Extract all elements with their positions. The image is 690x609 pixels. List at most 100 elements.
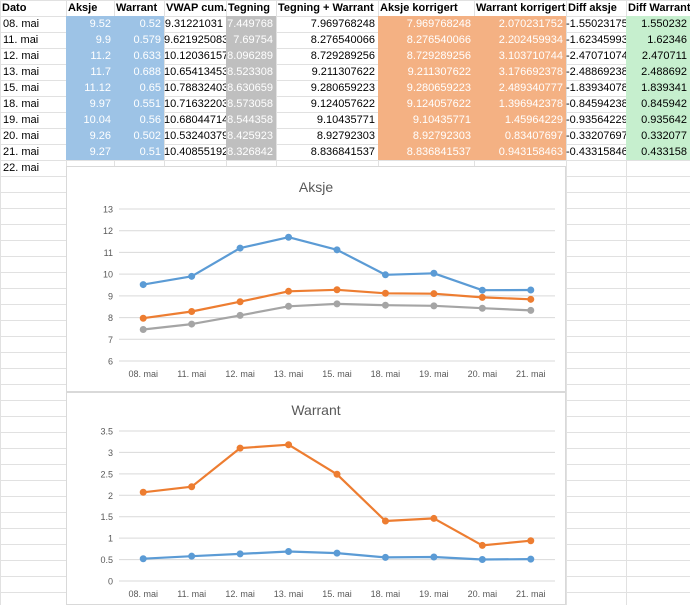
- table-cell[interactable]: 7.449768: [226, 16, 276, 32]
- table-cell[interactable]: 3.176692378: [474, 64, 566, 80]
- table-cell[interactable]: 1.839341: [626, 80, 690, 96]
- table-cell[interactable]: 3.103710744: [474, 48, 566, 64]
- table-cell[interactable]: 0.579: [114, 32, 164, 48]
- table-cell[interactable]: 8.729289256: [310, 50, 375, 62]
- table-cell[interactable]: -2.47071074: [566, 50, 626, 62]
- table-cell[interactable]: 9.621925083: [164, 34, 226, 46]
- table-cell[interactable]: 0.56: [114, 112, 164, 128]
- table-cell[interactable]: 0.65: [114, 80, 164, 96]
- table-cell[interactable]: 11.12: [66, 80, 114, 96]
- header-cell[interactable]: VWAP cum.: [166, 2, 226, 14]
- table-cell[interactable]: 20. mai: [3, 130, 40, 142]
- table-cell[interactable]: 10.12036157: [164, 50, 226, 62]
- table-cell[interactable]: 9.211307622: [311, 66, 375, 78]
- header-cell[interactable]: Dato: [2, 2, 27, 14]
- table-cell[interactable]: 1.45964229: [474, 112, 566, 128]
- table-cell[interactable]: 8.544358: [226, 112, 276, 128]
- table-cell[interactable]: 0.433158: [626, 144, 690, 160]
- table-cell[interactable]: 8.276540066: [378, 32, 474, 48]
- table-cell[interactable]: 10.68044714: [164, 114, 226, 126]
- table-cell[interactable]: 1.550232: [626, 16, 690, 32]
- table-cell[interactable]: 8.836841537: [310, 146, 375, 158]
- table-cell[interactable]: [626, 160, 690, 176]
- table-cell[interactable]: 19. mai: [3, 114, 40, 126]
- table-cell[interactable]: 12. mai: [3, 50, 40, 62]
- table-cell[interactable]: 18. mai: [3, 98, 40, 110]
- table-cell[interactable]: 11.7: [66, 64, 114, 80]
- header-cell[interactable]: Aksje korrigert: [380, 2, 458, 14]
- table-cell[interactable]: 7.969768248: [310, 18, 375, 30]
- table-cell[interactable]: 8.425923: [226, 128, 276, 144]
- table-cell[interactable]: 22. mai: [3, 162, 40, 174]
- table-cell[interactable]: -0.43315846: [566, 146, 626, 158]
- table-cell[interactable]: 7.69754: [226, 32, 276, 48]
- table-cell[interactable]: 2.488692: [626, 64, 690, 80]
- table-cell[interactable]: 9.124057622: [378, 96, 474, 112]
- table-cell[interactable]: 9.10435771: [378, 112, 474, 128]
- table-cell[interactable]: 9.97: [66, 96, 114, 112]
- table-cell[interactable]: 9.280659223: [378, 80, 474, 96]
- table-cell[interactable]: 0.845942: [626, 96, 690, 112]
- table-cell[interactable]: 15. mai: [3, 82, 40, 94]
- table-cell[interactable]: 8.326842: [226, 144, 276, 160]
- chart-aksje[interactable]: Aksje 6 7 8 9 10 11 12 13 08. mai 11. mai 12. mai 13…: [66, 166, 566, 392]
- header-cell[interactable]: Aksje: [68, 2, 98, 14]
- table-cell[interactable]: 0.935642: [626, 112, 690, 128]
- table-cell[interactable]: 8.096289: [226, 48, 276, 64]
- table-cell[interactable]: 7.969768248: [378, 16, 474, 32]
- table-cell[interactable]: 0.688: [114, 64, 164, 80]
- table-cell[interactable]: 0.332077: [626, 128, 690, 144]
- table-cell[interactable]: 8.630659: [226, 80, 276, 96]
- table-cell[interactable]: 10.78832403: [164, 82, 226, 94]
- table-cell[interactable]: -0.93564229: [566, 114, 626, 126]
- table-cell[interactable]: 9.52: [66, 16, 114, 32]
- header-cell[interactable]: Diff Warrant: [628, 2, 690, 14]
- table-cell[interactable]: -0.33207697: [566, 130, 626, 142]
- table-cell[interactable]: 0.502: [114, 128, 164, 144]
- header-cell[interactable]: Tegning + Warrant: [278, 2, 374, 14]
- table-cell[interactable]: 8.92792303: [378, 128, 474, 144]
- table-cell[interactable]: 9.31221031: [164, 18, 223, 30]
- table-cell[interactable]: 2.489340777: [474, 80, 566, 96]
- table-cell[interactable]: 9.9: [66, 32, 114, 48]
- table-cell[interactable]: -1.83934078: [566, 82, 626, 94]
- header-cell[interactable]: Tegning: [228, 2, 270, 14]
- table-cell[interactable]: 2.070231752: [474, 16, 566, 32]
- table-cell[interactable]: 1.396942378: [474, 96, 566, 112]
- table-cell[interactable]: 10.40855192: [164, 146, 226, 158]
- table-cell[interactable]: 10.53240379: [164, 130, 226, 142]
- table-cell[interactable]: 0.551: [114, 96, 164, 112]
- table-cell[interactable]: 8.729289256: [378, 48, 474, 64]
- table-cell[interactable]: 2.470711: [626, 48, 690, 64]
- table-cell[interactable]: [566, 160, 626, 176]
- table-cell[interactable]: 0.943158463: [474, 144, 566, 160]
- table-cell[interactable]: 08. mai: [3, 18, 40, 30]
- table-cell[interactable]: 0.51: [114, 144, 164, 160]
- table-cell[interactable]: 8.523308: [226, 64, 276, 80]
- table-cell[interactable]: 8.573058: [226, 96, 276, 112]
- table-cell[interactable]: -0.84594238: [566, 98, 626, 110]
- table-cell[interactable]: 11. mai: [3, 34, 39, 46]
- table-cell[interactable]: 9.211307622: [378, 64, 474, 80]
- table-cell[interactable]: 9.26: [66, 128, 114, 144]
- table-cell[interactable]: 10.04: [66, 112, 114, 128]
- table-cell[interactable]: 8.92792303: [316, 130, 375, 142]
- table-cell[interactable]: 10.65413453: [164, 66, 226, 78]
- table-cell[interactable]: 0.52: [114, 16, 164, 32]
- table-cell[interactable]: 9.27: [66, 144, 114, 160]
- table-cell[interactable]: -1.62345993: [566, 34, 626, 46]
- header-cell[interactable]: Diff aksje: [568, 2, 617, 14]
- table-cell[interactable]: 2.202459934: [474, 32, 566, 48]
- table-cell[interactable]: 8.276540066: [310, 34, 375, 46]
- table-cell[interactable]: 8.836841537: [378, 144, 474, 160]
- table-cell[interactable]: 9.280659223: [310, 82, 375, 94]
- header-cell[interactable]: Warrant korrigert: [476, 2, 566, 14]
- table-cell[interactable]: 10.71632203: [164, 98, 226, 110]
- table-cell[interactable]: 0.83407697: [474, 128, 566, 144]
- table-cell[interactable]: 21. mai: [3, 146, 40, 158]
- table-cell[interactable]: 9.10435771: [316, 114, 375, 126]
- header-cell[interactable]: Warrant: [116, 2, 158, 14]
- table-cell[interactable]: 0.633: [114, 48, 164, 64]
- table-cell[interactable]: -1.55023175: [566, 18, 626, 30]
- table-cell[interactable]: 9.124057622: [310, 98, 375, 110]
